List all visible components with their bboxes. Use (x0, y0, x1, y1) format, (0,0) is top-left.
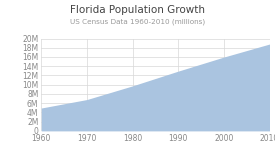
Text: Florida Population Growth: Florida Population Growth (70, 5, 205, 15)
Text: US Census Data 1960-2010 (millions): US Census Data 1960-2010 (millions) (70, 18, 205, 25)
